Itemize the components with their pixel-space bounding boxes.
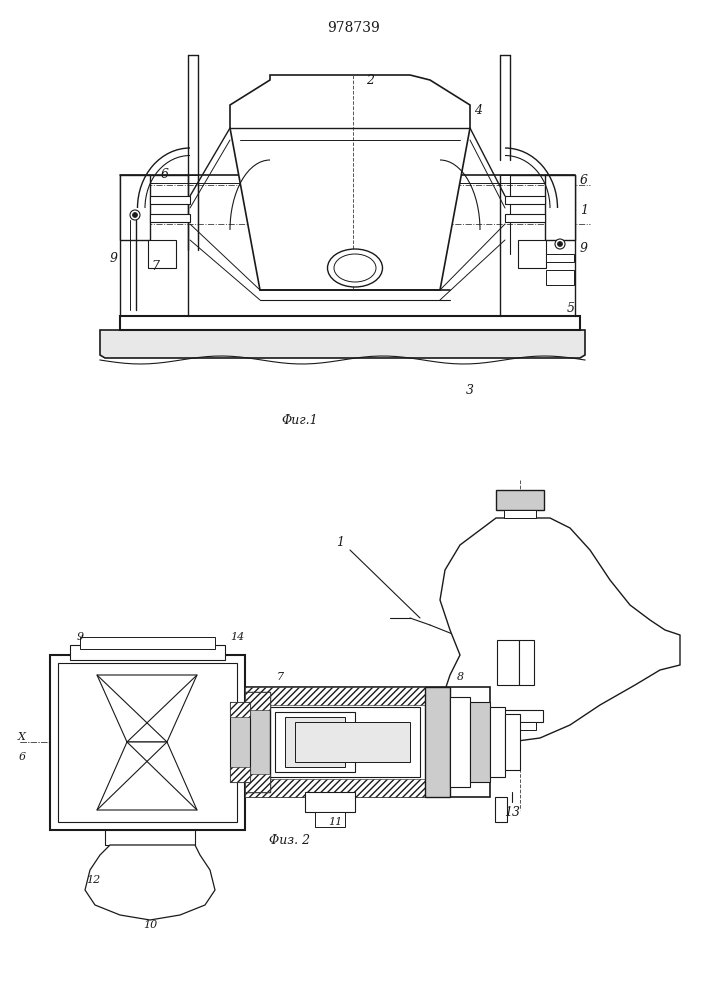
Circle shape: [558, 241, 563, 246]
Text: 12: 12: [86, 875, 100, 885]
Bar: [105, 830, 195, 845]
Text: Φиз. 2: Φиз. 2: [269, 834, 310, 846]
Bar: [505, 714, 520, 770]
Bar: [148, 240, 176, 268]
Text: 13: 13: [504, 806, 520, 818]
Text: 10: 10: [143, 920, 157, 930]
Text: 8: 8: [457, 672, 464, 682]
Bar: [50, 655, 245, 830]
Text: 7: 7: [151, 260, 159, 273]
Text: 2: 2: [366, 74, 374, 87]
Bar: [425, 687, 450, 797]
Bar: [496, 490, 544, 510]
Bar: [265, 707, 420, 777]
Bar: [470, 702, 490, 782]
Bar: [546, 254, 574, 262]
Bar: [245, 692, 270, 710]
Polygon shape: [97, 675, 197, 742]
Bar: [518, 240, 546, 268]
Bar: [245, 774, 270, 792]
Text: 1: 1: [336, 536, 344, 550]
Bar: [546, 270, 574, 285]
Text: 1: 1: [580, 204, 588, 217]
Bar: [245, 687, 490, 797]
Circle shape: [132, 213, 137, 218]
Bar: [230, 702, 250, 782]
Text: 14: 14: [230, 632, 244, 642]
Bar: [120, 316, 580, 330]
Bar: [504, 722, 536, 730]
Bar: [450, 697, 470, 787]
Bar: [245, 779, 430, 797]
Bar: [505, 214, 545, 222]
Bar: [115, 845, 185, 855]
Bar: [230, 702, 250, 717]
Bar: [497, 710, 543, 722]
Bar: [519, 640, 534, 685]
Text: 5: 5: [567, 302, 575, 314]
Bar: [505, 196, 545, 204]
Text: 978739: 978739: [327, 21, 380, 35]
Bar: [504, 510, 536, 518]
Bar: [150, 214, 190, 222]
Bar: [120, 175, 150, 240]
Bar: [490, 707, 505, 777]
Text: 9: 9: [580, 241, 588, 254]
Bar: [58, 663, 237, 822]
Polygon shape: [230, 75, 470, 290]
Bar: [80, 637, 215, 649]
Bar: [495, 797, 507, 822]
Bar: [150, 196, 190, 204]
Text: 3: 3: [466, 383, 474, 396]
Bar: [305, 792, 355, 812]
Polygon shape: [85, 845, 215, 920]
Bar: [545, 175, 575, 240]
Text: 6: 6: [580, 174, 588, 186]
Polygon shape: [97, 742, 197, 810]
Circle shape: [555, 239, 565, 249]
Ellipse shape: [327, 249, 382, 287]
Text: 7: 7: [276, 672, 284, 682]
Bar: [70, 645, 225, 660]
Text: 6: 6: [18, 752, 25, 762]
Bar: [295, 722, 410, 762]
Text: 9: 9: [76, 632, 83, 642]
Polygon shape: [440, 518, 680, 742]
Circle shape: [130, 210, 140, 220]
Text: Φиг.1: Φиг.1: [281, 414, 318, 426]
Bar: [245, 687, 430, 705]
Polygon shape: [100, 330, 585, 358]
Bar: [230, 767, 250, 782]
Bar: [245, 692, 270, 792]
Ellipse shape: [334, 254, 376, 282]
Bar: [285, 717, 345, 767]
Text: 4: 4: [474, 104, 482, 116]
Text: X: X: [18, 732, 26, 742]
Text: 9: 9: [110, 251, 118, 264]
Text: 11: 11: [328, 817, 342, 827]
Text: 6: 6: [161, 168, 169, 182]
Bar: [275, 712, 355, 772]
Bar: [497, 640, 519, 685]
Bar: [315, 812, 345, 827]
